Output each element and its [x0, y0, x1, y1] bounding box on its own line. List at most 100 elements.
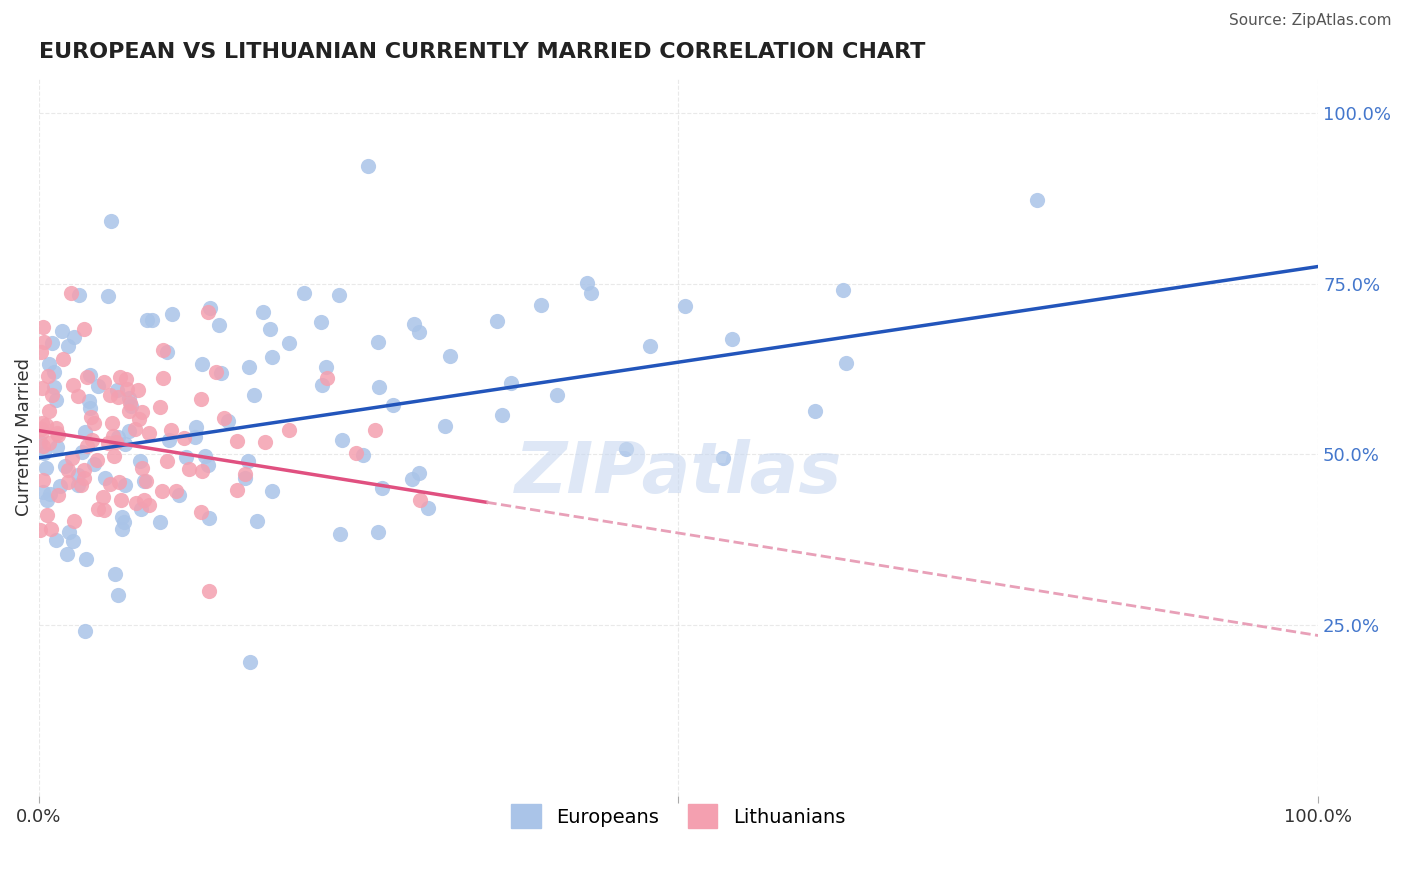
- Point: [160, 423, 183, 437]
- Point: [45, 533, 67, 547]
- Point: [120, 399, 142, 413]
- Point: [401, 472, 423, 486]
- Point: [292, 286, 315, 301]
- Point: [260, 350, 283, 364]
- Point: [35, 460, 58, 475]
- Point: [69, 477, 91, 491]
- Point: [311, 377, 333, 392]
- Point: [93, 471, 115, 485]
- Point: [52, 352, 75, 367]
- Point: [167, 488, 190, 502]
- Point: [67, 389, 90, 403]
- Point: [114, 478, 136, 492]
- Point: [129, 502, 152, 516]
- Point: [56, 475, 79, 489]
- Point: [328, 288, 350, 302]
- Point: [408, 466, 430, 480]
- Point: [315, 359, 337, 374]
- Point: [330, 433, 353, 447]
- Point: [160, 307, 183, 321]
- Point: [105, 383, 128, 397]
- Point: [73, 322, 96, 336]
- Point: [253, 435, 276, 450]
- Point: [141, 312, 163, 326]
- Point: [277, 335, 299, 350]
- Text: EUROPEAN VS LITHUANIAN CURRENTLY MARRIED CORRELATION CHART: EUROPEAN VS LITHUANIAN CURRENTLY MARRIED…: [38, 42, 925, 62]
- Point: [371, 481, 394, 495]
- Point: [63, 514, 86, 528]
- Point: [32, 485, 55, 500]
- Point: [83, 416, 105, 430]
- Point: [138, 425, 160, 440]
- Point: [46, 488, 69, 502]
- Point: [832, 283, 855, 297]
- Point: [91, 491, 114, 505]
- Point: [124, 422, 146, 436]
- Point: [209, 366, 232, 380]
- Point: [834, 356, 856, 370]
- Point: [42, 365, 65, 379]
- Point: [233, 471, 256, 485]
- Point: [190, 392, 212, 406]
- Point: [198, 301, 221, 315]
- Point: [112, 515, 135, 529]
- Point: [75, 552, 97, 566]
- Point: [499, 376, 522, 390]
- Point: [83, 458, 105, 472]
- Point: [76, 439, 98, 453]
- Point: [173, 431, 195, 445]
- Point: [53, 459, 76, 474]
- Point: [402, 318, 425, 332]
- Point: [79, 368, 101, 382]
- Point: [114, 437, 136, 451]
- Point: [252, 304, 274, 318]
- Point: [103, 450, 125, 464]
- Point: [177, 462, 200, 476]
- Point: [32, 335, 55, 350]
- Point: [149, 400, 172, 414]
- Point: [82, 433, 104, 447]
- Point: [107, 588, 129, 602]
- Point: [329, 527, 352, 541]
- Point: [118, 391, 141, 405]
- Point: [73, 425, 96, 439]
- Point: [34, 446, 56, 460]
- Point: [581, 286, 603, 301]
- Point: [129, 454, 152, 468]
- Point: [239, 655, 262, 669]
- Point: [79, 401, 101, 415]
- Point: [98, 388, 121, 402]
- Point: [157, 433, 180, 447]
- Point: [131, 461, 153, 475]
- Point: [30, 344, 52, 359]
- Point: [100, 214, 122, 228]
- Point: [31, 381, 53, 395]
- Point: [87, 379, 110, 393]
- Point: [364, 423, 387, 437]
- Point: [245, 514, 267, 528]
- Point: [66, 477, 89, 491]
- Point: [86, 452, 108, 467]
- Point: [107, 430, 129, 444]
- Point: [62, 378, 84, 392]
- Point: [45, 425, 67, 440]
- Point: [217, 414, 239, 428]
- Point: [204, 365, 226, 379]
- Point: [368, 380, 391, 394]
- Point: [491, 408, 513, 422]
- Point: [316, 370, 339, 384]
- Point: [111, 522, 134, 536]
- Point: [152, 483, 174, 498]
- Point: [152, 343, 174, 357]
- Point: [31, 416, 53, 430]
- Point: [191, 464, 214, 478]
- Point: [433, 418, 456, 433]
- Point: [93, 502, 115, 516]
- Point: [28, 523, 51, 537]
- Point: [96, 289, 118, 303]
- Point: [713, 450, 735, 465]
- Point: [132, 493, 155, 508]
- Point: [38, 436, 60, 450]
- Point: [804, 403, 827, 417]
- Point: [45, 421, 67, 435]
